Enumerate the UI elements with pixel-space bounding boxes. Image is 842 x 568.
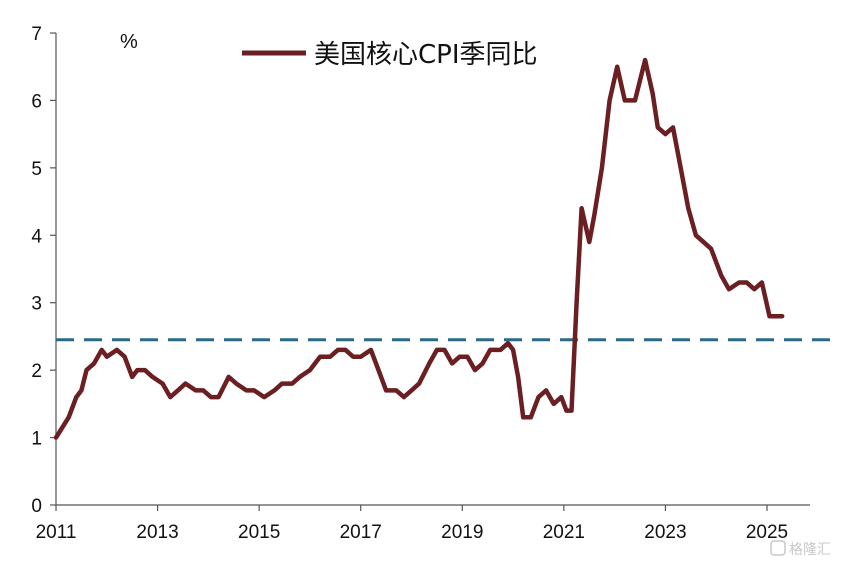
x-tick-label: 2013 [136, 522, 178, 543]
y-tick-label: 0 [31, 496, 42, 517]
y-tick-label: 1 [31, 429, 42, 450]
legend-label: 美国核心CPI季同比 [314, 40, 538, 70]
x-tick-label: 2021 [543, 522, 585, 543]
x-tick-label: 2025 [746, 522, 788, 543]
watermark-text: 格隆汇 [789, 542, 831, 558]
series-line-core-cpi [53, 57, 785, 440]
y-tick-label: 6 [31, 91, 42, 112]
legend: 美国核心CPI季同比 [242, 40, 538, 70]
x-tick-label: 2019 [441, 522, 483, 543]
axes [55, 33, 810, 506]
x-axis-ticks: 2011 2013 2015 2017 2019 2021 2023 2025 [36, 505, 788, 543]
x-tick-label: 2017 [340, 522, 382, 543]
y-tick-label: 2 [31, 361, 42, 382]
y-tick-label: 7 [31, 24, 42, 45]
watermark-logo-icon [770, 540, 786, 556]
x-tick-label: 2015 [238, 522, 280, 543]
y-tick-label: 3 [31, 294, 42, 315]
y-unit-label: % [120, 31, 138, 53]
watermark: 格隆汇 [770, 540, 831, 558]
x-tick-label: 2011 [36, 522, 77, 543]
y-axis-ticks: 0 1 2 3 4 5 6 7 [31, 24, 56, 517]
y-tick-label: 5 [31, 159, 42, 180]
x-tick-label: 2023 [644, 522, 686, 543]
y-tick-label: 4 [31, 226, 42, 247]
